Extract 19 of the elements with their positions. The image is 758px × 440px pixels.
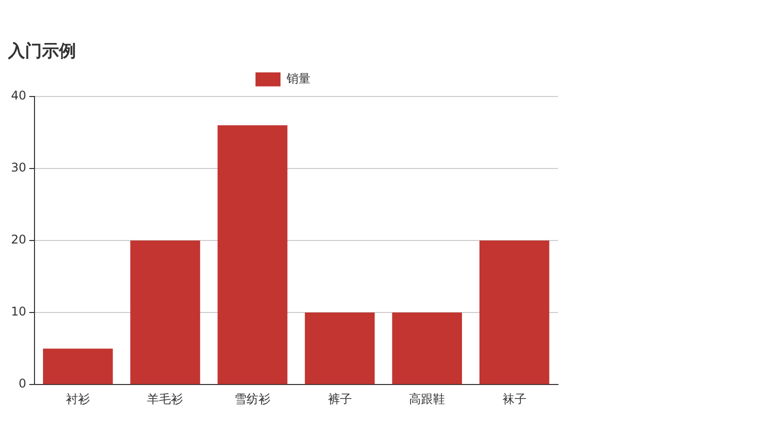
y-tick-label: 20 <box>10 232 26 247</box>
bar <box>130 240 200 384</box>
x-tick-label: 袜子 <box>502 392 526 406</box>
x-tick-label: 高跟鞋 <box>409 392 446 406</box>
x-tick-label: 羊毛衫 <box>147 392 184 406</box>
bar <box>218 125 288 384</box>
x-tick-label: 裤子 <box>328 392 352 406</box>
y-tick-label: 30 <box>10 160 26 175</box>
x-tick-label: 衬衫 <box>66 392 90 406</box>
legend-label: 销量 <box>286 72 310 86</box>
y-tick-label: 10 <box>10 304 26 319</box>
y-tick-label: 40 <box>10 88 26 103</box>
bar <box>392 312 462 384</box>
x-tick-label: 雪纺衫 <box>234 392 270 406</box>
bar <box>304 312 375 384</box>
bar <box>43 348 113 384</box>
chart-title: 入门示例 <box>7 42 76 62</box>
y-tick-label: 0 <box>18 376 26 391</box>
bar <box>479 240 550 384</box>
